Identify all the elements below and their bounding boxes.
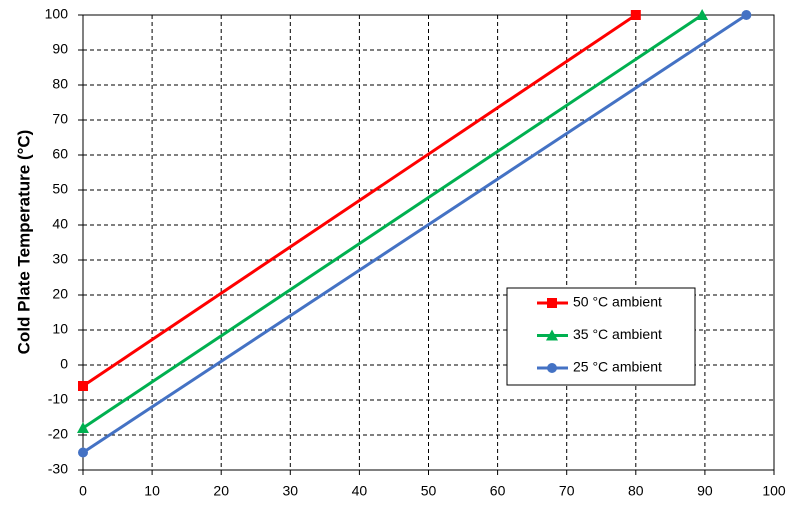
x-tick-label: 80 [628, 483, 644, 499]
y-tick-label: 20 [52, 286, 68, 302]
marker [78, 447, 88, 458]
y-tick-label: 100 [45, 6, 69, 22]
marker [78, 381, 88, 391]
x-tick-label: 50 [421, 483, 437, 499]
y-tick-label: -10 [48, 391, 68, 407]
legend-label: 25 °C ambient [573, 359, 662, 375]
marker [77, 422, 89, 433]
x-tick-label: 90 [697, 483, 713, 499]
legend-label: 50 °C ambient [573, 294, 662, 310]
y-tick-label: 10 [52, 321, 68, 337]
series-line [82, 13, 637, 388]
x-tick-label: 100 [762, 483, 786, 499]
marker [741, 10, 752, 20]
y-tick-label: 30 [52, 251, 68, 267]
y-axis-label: Cold Plate Temperature (°C) [14, 130, 33, 355]
y-tick-label: -30 [48, 461, 68, 477]
y-tick-label: 0 [60, 356, 68, 372]
legend-marker [547, 298, 557, 308]
y-tick-label: 50 [52, 181, 68, 197]
marker [630, 10, 641, 20]
series-line [82, 13, 748, 454]
y-tick-label: 90 [52, 41, 68, 57]
y-tick-label: 70 [52, 111, 68, 127]
legend-marker [546, 329, 558, 341]
series-line [82, 13, 703, 430]
legend-label: 35 °C ambient [573, 326, 662, 342]
x-tick-label: 40 [352, 483, 368, 499]
x-tick-label: 70 [559, 483, 575, 499]
x-tick-label: 0 [79, 483, 87, 499]
y-tick-label: -20 [48, 426, 68, 442]
plot-border [82, 14, 775, 471]
x-tick-label: 20 [213, 483, 229, 499]
marker [696, 9, 709, 20]
y-tick-label: 60 [52, 146, 68, 162]
x-tick-label: 60 [490, 483, 506, 499]
legend-marker [547, 363, 557, 373]
x-tick-label: 10 [144, 483, 160, 499]
x-tick-label: 30 [283, 483, 299, 499]
y-tick-label: 40 [52, 216, 68, 232]
y-tick-label: 80 [52, 76, 68, 92]
